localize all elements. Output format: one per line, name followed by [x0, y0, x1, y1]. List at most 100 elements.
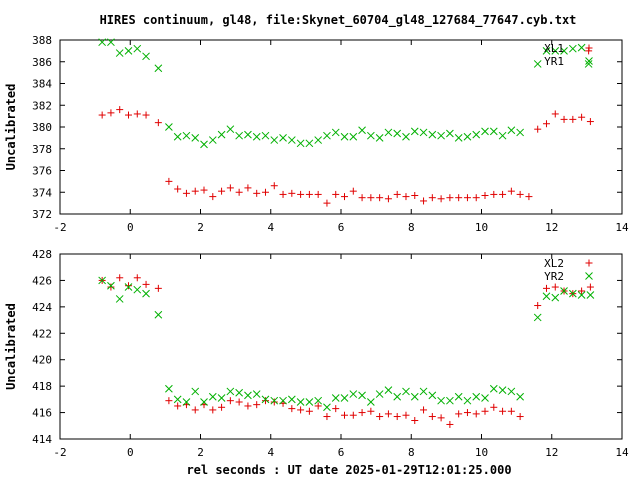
xl1-point [384, 195, 392, 203]
yr1-point [349, 132, 358, 141]
top-x-tick-label: 6 [338, 221, 345, 234]
yr2-point [437, 396, 445, 405]
xl2-point [116, 274, 124, 282]
xl2-point [472, 410, 480, 418]
yr1-point [384, 128, 393, 137]
yr2-point [323, 403, 331, 412]
yr2-point [349, 390, 358, 398]
yr2-point [428, 391, 437, 400]
yr2-point [367, 398, 375, 406]
yr1-point [208, 136, 217, 144]
xl1-point [244, 184, 252, 192]
xl1-point [261, 188, 269, 196]
xl1-point [270, 182, 278, 190]
xl2-point [218, 403, 226, 411]
xl2-point [455, 410, 463, 418]
yr2-point [568, 289, 577, 298]
xl1-point [376, 194, 384, 202]
yr2-point [279, 396, 287, 405]
yr1-point [154, 64, 163, 73]
yr1-point [542, 47, 551, 55]
bottom-x-tick-label: 0 [127, 446, 134, 459]
xl2-point [481, 407, 489, 415]
yr2-point [217, 394, 226, 402]
yr2-point [489, 384, 498, 393]
bottom-x-tick-label: 4 [267, 446, 274, 459]
top-y-tick-label: 388 [32, 34, 52, 47]
xl1-point [133, 110, 141, 118]
xl1-point [98, 111, 106, 119]
yr1-point [244, 130, 252, 139]
xl1-point [411, 192, 419, 200]
yr2-point [200, 398, 208, 406]
yr1-point [358, 126, 366, 135]
yr2-point [454, 392, 463, 401]
top-y-tick-label: 374 [32, 186, 52, 199]
yr1-point [489, 127, 498, 136]
yr1-point [419, 128, 428, 137]
bottom-x-tick-label: 12 [545, 446, 558, 459]
yr2-point [270, 396, 279, 405]
xl1-point [314, 190, 322, 198]
yr1-point [340, 132, 349, 141]
xl1-point [200, 186, 208, 194]
yr1-point [375, 134, 384, 142]
xl1-point [420, 197, 428, 205]
yr2-point [410, 392, 419, 401]
yr1-point [191, 134, 200, 142]
yr1-point [305, 139, 314, 148]
xl2-point [270, 398, 278, 406]
yr2-point [384, 386, 393, 394]
yr1-point [367, 131, 375, 140]
xl2-point [507, 407, 515, 415]
yr1-point [217, 130, 226, 139]
bottom-x-tick-label: 8 [408, 446, 415, 459]
xl1-point [481, 192, 489, 200]
yr1-point [331, 128, 340, 137]
xl1-point [226, 184, 234, 192]
xl2-point [376, 413, 384, 421]
yr2-point [191, 387, 200, 396]
top-y-tick-label: 376 [32, 165, 52, 178]
yr2-point [446, 396, 454, 405]
xl1-point [446, 194, 454, 202]
xl2-point [516, 413, 524, 421]
bottom-y-axis-label: Uncalibrated [4, 303, 18, 390]
yr1-point [533, 60, 542, 68]
yr1-point [393, 129, 402, 138]
yr1-point [165, 123, 173, 131]
yr2-point [244, 391, 252, 400]
xl2-point [261, 397, 269, 405]
xl1-point [437, 195, 445, 203]
yr1-point [463, 132, 472, 141]
yr2-point [226, 387, 235, 396]
xl2-point [534, 302, 542, 310]
yr1-point [402, 132, 410, 141]
xl2-point [107, 283, 115, 291]
yr2-point [305, 398, 314, 406]
bottom-panel: -2 0 2 4 6 8 10 12 14 414 416 418 420 422 424 426 428 Unc… [4, 248, 629, 477]
yr2-point [208, 392, 217, 401]
xl1-point [560, 115, 568, 123]
yr1-point [270, 136, 279, 144]
xl1-point [174, 185, 182, 193]
xl2-point [253, 401, 261, 409]
xl1-point [358, 194, 366, 202]
yr1-point [507, 126, 516, 135]
legend-marker-xl1 [585, 44, 593, 52]
xl1-point [516, 190, 524, 198]
yr2-point [252, 390, 261, 398]
legend-marker-yr2 [585, 272, 593, 280]
xl1-point [116, 106, 124, 114]
yr1-point [454, 134, 463, 142]
yr1-point [516, 128, 524, 137]
yr1-point [314, 136, 323, 144]
yr2-point [463, 396, 472, 405]
xl1-point [463, 194, 471, 202]
xl1-point [455, 194, 463, 202]
yr2-point [98, 276, 107, 285]
xl1-point [107, 109, 115, 117]
bottom-y-tick-label: 424 [32, 301, 52, 314]
xl1-point [218, 187, 226, 195]
xl2-point [420, 406, 428, 414]
